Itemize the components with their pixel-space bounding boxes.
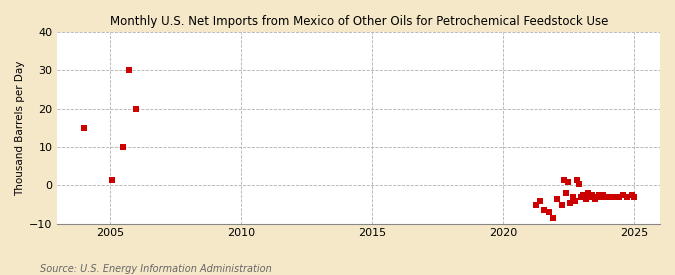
Point bbox=[609, 195, 620, 199]
Point bbox=[543, 210, 554, 214]
Point bbox=[552, 197, 563, 201]
Point bbox=[593, 193, 604, 197]
Text: Source: U.S. Energy Information Administration: Source: U.S. Energy Information Administ… bbox=[40, 264, 272, 274]
Point bbox=[130, 106, 141, 111]
Point bbox=[578, 193, 589, 197]
Point bbox=[600, 195, 611, 199]
Y-axis label: Thousand Barrels per Day: Thousand Barrels per Day bbox=[15, 60, 25, 196]
Point bbox=[576, 195, 587, 199]
Title: Monthly U.S. Net Imports from Mexico of Other Oils for Petrochemical Feedstock U: Monthly U.S. Net Imports from Mexico of … bbox=[109, 15, 608, 28]
Point bbox=[547, 216, 558, 220]
Point bbox=[530, 202, 541, 207]
Point bbox=[604, 195, 615, 199]
Point bbox=[618, 193, 628, 197]
Point bbox=[587, 193, 598, 197]
Point bbox=[107, 177, 118, 182]
Point bbox=[622, 195, 632, 199]
Point bbox=[561, 191, 572, 195]
Point bbox=[583, 191, 593, 195]
Point bbox=[124, 68, 135, 73]
Point bbox=[117, 145, 128, 149]
Point bbox=[539, 208, 549, 213]
Point bbox=[595, 195, 606, 199]
Point bbox=[591, 195, 602, 199]
Point bbox=[626, 193, 637, 197]
Point bbox=[563, 179, 574, 184]
Point bbox=[568, 195, 578, 199]
Point bbox=[613, 195, 624, 199]
Point bbox=[574, 181, 585, 186]
Point bbox=[558, 177, 569, 182]
Point bbox=[572, 177, 583, 182]
Point bbox=[585, 195, 595, 199]
Point bbox=[570, 199, 580, 203]
Point bbox=[78, 126, 89, 130]
Point bbox=[535, 199, 545, 203]
Point bbox=[565, 200, 576, 205]
Point bbox=[628, 195, 639, 199]
Point bbox=[580, 197, 591, 201]
Point bbox=[598, 193, 609, 197]
Point bbox=[556, 202, 567, 207]
Point bbox=[589, 197, 600, 201]
